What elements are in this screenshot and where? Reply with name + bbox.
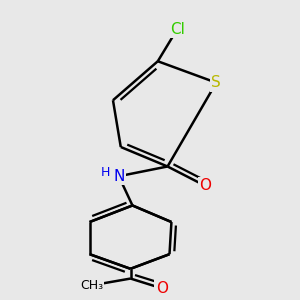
- Text: Cl: Cl: [170, 22, 185, 37]
- Text: O: O: [200, 178, 211, 194]
- Text: N: N: [113, 169, 124, 184]
- Text: O: O: [156, 281, 168, 296]
- Text: H: H: [100, 166, 110, 179]
- Text: S: S: [212, 75, 221, 90]
- Text: CH₃: CH₃: [80, 279, 103, 292]
